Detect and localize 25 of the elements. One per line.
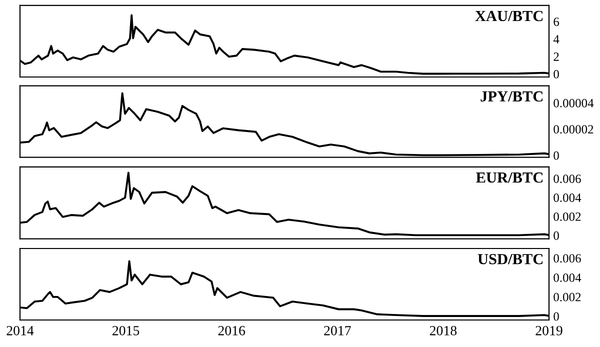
y-tick-label: 0.00002 bbox=[554, 125, 594, 134]
chart-title: EUR/BTC bbox=[476, 172, 543, 183]
chart-title: XAU/BTC bbox=[475, 10, 543, 22]
y-tick-label: 0 bbox=[554, 312, 559, 321]
y-tick-label: 4 bbox=[553, 35, 560, 44]
y-tick-label: 0.006 bbox=[554, 174, 581, 184]
x-tick-label: 2014 bbox=[6, 326, 34, 336]
y-tick-label: 0.002 bbox=[554, 212, 581, 221]
x-tick-label: 2016 bbox=[218, 326, 246, 336]
chart-title: JPY/BTC bbox=[480, 91, 543, 102]
y-tick-label: 0.004 bbox=[554, 273, 582, 282]
chart-title: USD/BTC bbox=[478, 254, 543, 264]
y-tick-label: 0 bbox=[554, 231, 559, 240]
y-tick-label: 0.00004 bbox=[554, 98, 594, 108]
x-tick-label: 2019 bbox=[536, 326, 562, 336]
x-tick-label: 2015 bbox=[112, 326, 140, 336]
y-tick-label: 0 bbox=[554, 151, 559, 160]
y-tick-label: 0 bbox=[554, 70, 559, 78]
y-tick-label: 6 bbox=[554, 18, 560, 26]
y-tick-label: 0.006 bbox=[554, 254, 581, 263]
x-tick-label: 2017 bbox=[324, 326, 351, 336]
y-tick-label: 2 bbox=[554, 52, 559, 61]
y-tick-label: 0.004 bbox=[554, 194, 582, 202]
x-tick-label: 2018 bbox=[430, 326, 457, 336]
y-tick-label: 0.002 bbox=[554, 292, 581, 302]
